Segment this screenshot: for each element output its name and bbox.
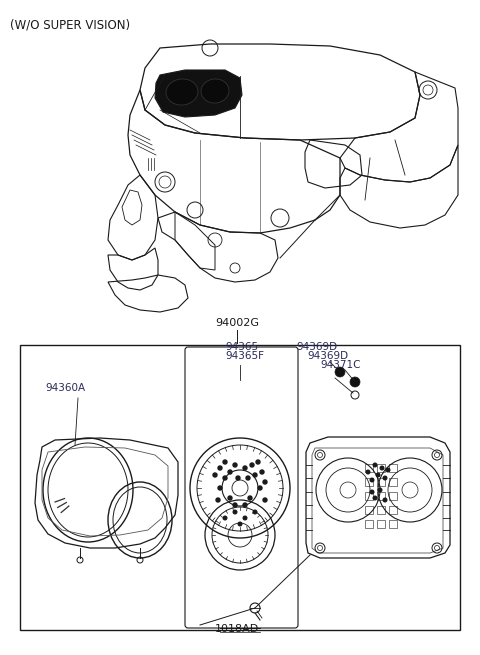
Text: 94360A: 94360A <box>45 383 85 393</box>
Circle shape <box>253 473 257 477</box>
Circle shape <box>233 503 237 507</box>
Circle shape <box>246 476 250 480</box>
Bar <box>389 506 397 514</box>
Circle shape <box>213 473 217 477</box>
Circle shape <box>378 488 382 492</box>
Circle shape <box>216 498 220 502</box>
Bar <box>389 478 397 486</box>
Circle shape <box>238 522 242 526</box>
Text: (W/O SUPER VISION): (W/O SUPER VISION) <box>10 18 130 31</box>
Circle shape <box>248 496 252 500</box>
Text: 94369D: 94369D <box>296 342 337 352</box>
Bar <box>365 464 373 472</box>
Ellipse shape <box>201 79 229 103</box>
Circle shape <box>370 490 374 494</box>
Circle shape <box>233 463 237 467</box>
Circle shape <box>243 466 247 470</box>
Text: 94365: 94365 <box>225 342 258 352</box>
Bar <box>377 520 385 528</box>
Circle shape <box>250 463 254 467</box>
Circle shape <box>263 480 267 484</box>
Circle shape <box>233 510 237 514</box>
Text: 94002G: 94002G <box>215 318 259 328</box>
Circle shape <box>236 476 240 480</box>
Text: 94369D: 94369D <box>307 351 348 361</box>
Circle shape <box>243 503 247 507</box>
Circle shape <box>263 498 267 502</box>
Circle shape <box>383 476 387 480</box>
Bar <box>365 478 373 486</box>
Circle shape <box>366 470 370 474</box>
Bar <box>20 345 460 630</box>
Bar <box>377 506 385 514</box>
Bar <box>377 492 385 500</box>
Polygon shape <box>155 70 242 117</box>
Circle shape <box>258 486 262 490</box>
Circle shape <box>243 516 247 520</box>
Circle shape <box>228 470 232 474</box>
Circle shape <box>373 463 377 467</box>
Bar <box>389 520 397 528</box>
Circle shape <box>373 496 377 500</box>
Circle shape <box>228 496 232 500</box>
Bar <box>389 464 397 472</box>
Ellipse shape <box>166 79 198 105</box>
Bar <box>365 506 373 514</box>
Circle shape <box>223 516 227 520</box>
Circle shape <box>223 476 227 480</box>
Circle shape <box>218 486 222 490</box>
Circle shape <box>223 460 227 464</box>
Circle shape <box>218 466 222 470</box>
Circle shape <box>256 460 260 464</box>
Bar <box>377 464 385 472</box>
Bar <box>377 478 385 486</box>
Bar <box>389 492 397 500</box>
Circle shape <box>335 367 345 377</box>
Circle shape <box>350 377 360 387</box>
Circle shape <box>386 468 390 472</box>
Bar <box>365 492 373 500</box>
Circle shape <box>383 498 387 502</box>
Circle shape <box>260 470 264 474</box>
Circle shape <box>376 473 380 477</box>
Circle shape <box>380 466 384 470</box>
Text: 94371C: 94371C <box>320 360 360 370</box>
Circle shape <box>253 510 257 514</box>
Text: 94365F: 94365F <box>225 351 264 361</box>
Bar <box>365 520 373 528</box>
Circle shape <box>370 478 374 482</box>
Text: 1018AD: 1018AD <box>215 624 259 634</box>
